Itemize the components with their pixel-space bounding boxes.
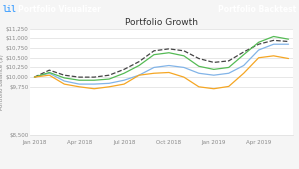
Text: Portfolio Backtest: Portfolio Backtest [218, 5, 296, 14]
Y-axis label: Portfolio Balance ($): Portfolio Balance ($) [0, 54, 4, 110]
Text: lil: lil [3, 5, 17, 14]
Text: Portfolio Visualizer: Portfolio Visualizer [18, 5, 101, 14]
Title: Portfolio Growth: Portfolio Growth [125, 18, 198, 27]
